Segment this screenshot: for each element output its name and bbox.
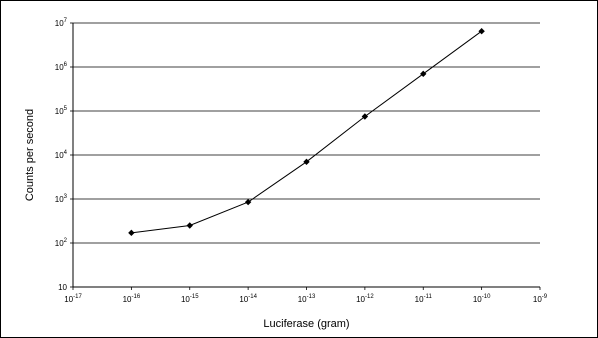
data-point <box>186 222 193 229</box>
y-tick-label: 107 <box>55 18 68 28</box>
data-point <box>128 229 135 237</box>
y-axis-title: Counts per second <box>24 109 36 201</box>
x-tick-label: 10-9 <box>533 294 548 304</box>
gridlines <box>73 22 540 244</box>
x-tick-label: 10-12 <box>356 294 374 304</box>
y-tick-label: 106 <box>55 62 68 72</box>
y-tick-label: 103 <box>55 194 68 204</box>
data-point <box>478 28 485 35</box>
x-tick-label: 10-16 <box>123 294 141 304</box>
y-tick-label: 105 <box>55 106 68 116</box>
y-tick-label: 10 <box>58 283 67 292</box>
axes <box>70 22 541 290</box>
data-point <box>303 158 310 166</box>
x-tick-label: 10-13 <box>298 294 316 304</box>
tick-labels: 10 102 103 104 105 106 107 10-17 10-16 10-15 10-14… <box>55 18 548 304</box>
series-line <box>131 30 482 234</box>
data-point <box>420 70 427 78</box>
x-axis-title: Luciferase (gram) <box>263 318 349 330</box>
y-tick-label: 104 <box>55 150 68 160</box>
x-tick-label: 10-15 <box>181 294 199 304</box>
x-tick-label: 10-11 <box>415 294 433 304</box>
x-tick-label: 10-17 <box>64 294 82 304</box>
data-point <box>244 198 252 206</box>
x-tick-label: 10-14 <box>239 294 257 304</box>
data-series <box>128 28 485 237</box>
y-tick-label: 102 <box>55 238 68 248</box>
data-point <box>361 113 369 120</box>
x-tick-label: 10-10 <box>473 294 491 304</box>
